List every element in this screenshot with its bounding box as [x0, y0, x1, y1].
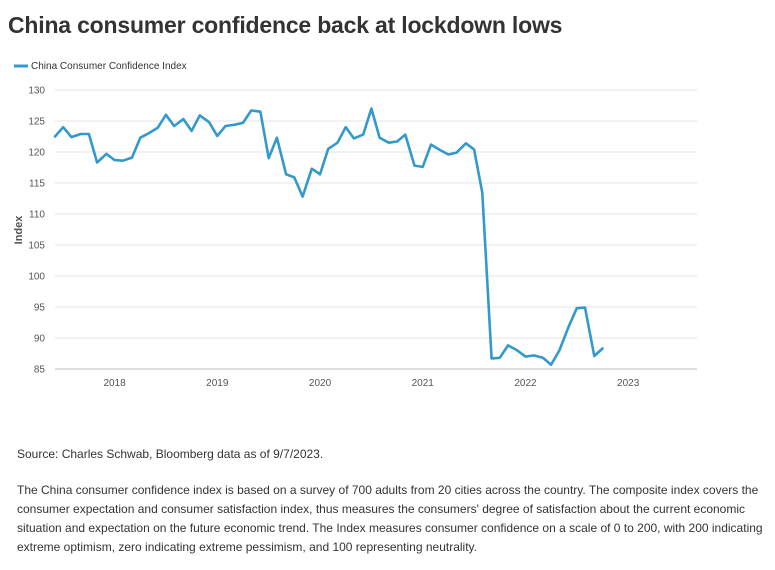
y-tick-label: 85 [34, 365, 46, 376]
line-chart: China Consumer Confidence Index Index 85… [13, 61, 697, 389]
y-tick-label: 110 [29, 210, 45, 221]
y-tick-label: 100 [28, 272, 45, 283]
x-tick-label: 2022 [514, 378, 537, 389]
y-tick-label: 105 [28, 241, 45, 252]
x-tick-label: 2023 [617, 378, 640, 389]
legend: China Consumer Confidence Index [14, 61, 187, 72]
description-text: The China consumer confidence index is b… [17, 483, 763, 554]
x-axis-ticks: 2018 2019 2020 2021 2022 2023 [103, 378, 639, 389]
series-line [53, 107, 604, 367]
x-tick-label: 2021 [412, 378, 435, 389]
y-tick-label: 120 [28, 148, 45, 159]
gridlines [55, 89, 697, 370]
y-tick-label: 95 [34, 303, 46, 314]
y-tick-label: 90 [34, 334, 46, 345]
y-tick-label: 115 [29, 179, 45, 190]
series-layer [53, 107, 604, 367]
x-tick-label: 2020 [309, 378, 332, 389]
source-note: Source: Charles Schwab, Bloomberg data a… [17, 447, 324, 461]
chart-title: China consumer confidence back at lockdo… [8, 12, 563, 38]
y-tick-label: 125 [28, 117, 45, 128]
x-tick-label: 2018 [103, 378, 126, 389]
legend-label: China Consumer Confidence Index [31, 61, 187, 72]
y-tick-label: 130 [28, 86, 45, 97]
y-axis-ticks: 85 90 95 100 105 110 115 120 125 130 [28, 86, 45, 376]
y-axis-label: Index [13, 215, 25, 245]
x-tick-label: 2019 [206, 378, 229, 389]
